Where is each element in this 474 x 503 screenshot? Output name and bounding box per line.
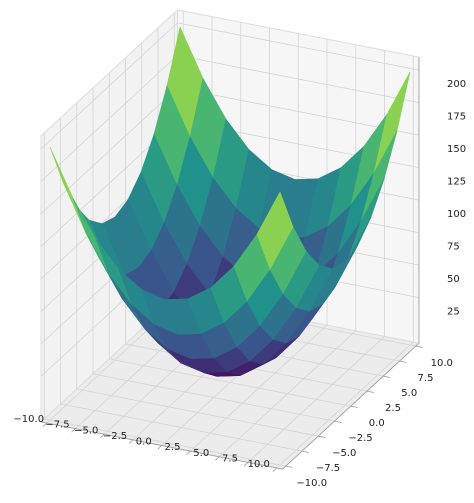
grid-line bbox=[177, 22, 420, 71]
tick-mark bbox=[186, 450, 191, 456]
z-tick-label: 100 bbox=[447, 209, 466, 220]
tick-mark bbox=[366, 390, 374, 393]
tick-mark bbox=[128, 439, 134, 444]
x-tick-label: −10.0 bbox=[13, 414, 44, 425]
y-tick-label: −5.0 bbox=[332, 448, 356, 459]
y-tick-label: −7.5 bbox=[316, 463, 340, 474]
tick-mark bbox=[415, 345, 423, 348]
z-tick-label: 200 bbox=[447, 79, 466, 90]
y-tick-label: −2.5 bbox=[348, 433, 372, 444]
surface-patch bbox=[256, 191, 294, 270]
x-tick-label: 7.5 bbox=[222, 453, 238, 464]
z-tick-label: 25 bbox=[447, 307, 460, 318]
z-tick-label: 175 bbox=[447, 112, 466, 123]
grid-line bbox=[40, 55, 178, 182]
tick-mark bbox=[318, 435, 326, 438]
grid-line bbox=[40, 87, 178, 215]
x-tick-label: 2.5 bbox=[165, 442, 181, 453]
tick-mark bbox=[350, 405, 358, 408]
tick-mark bbox=[285, 465, 293, 468]
y-tick-label: 0.0 bbox=[369, 418, 385, 429]
y-tick-label: 5.0 bbox=[401, 388, 417, 399]
z-tick-label: 75 bbox=[447, 242, 460, 253]
tick-mark bbox=[100, 433, 105, 439]
x-tick-label: 5.0 bbox=[193, 448, 209, 459]
grid-line bbox=[92, 373, 335, 422]
x-tick-label: 10.0 bbox=[248, 459, 270, 470]
tick-mark bbox=[243, 462, 249, 467]
grid-line bbox=[60, 403, 303, 452]
z-tick-label: 50 bbox=[447, 274, 460, 285]
grid-line bbox=[177, 54, 420, 104]
tick-mark bbox=[301, 450, 309, 453]
x-tick-label: −5.0 bbox=[74, 425, 98, 436]
y-tick-label: 7.5 bbox=[418, 373, 434, 384]
tick-mark bbox=[42, 422, 48, 427]
tick-mark bbox=[71, 428, 76, 433]
x-tick-label: −2.5 bbox=[103, 431, 127, 442]
tick-mark bbox=[272, 467, 278, 472]
grid-line bbox=[109, 358, 351, 407]
y-tick-label: 10.0 bbox=[431, 358, 453, 369]
grid-line bbox=[44, 418, 286, 467]
x-tick-label: −7.5 bbox=[45, 420, 69, 431]
tick-mark bbox=[383, 375, 391, 378]
tick-mark bbox=[157, 445, 163, 450]
tick-mark bbox=[215, 456, 220, 461]
z-tick-label: 150 bbox=[447, 144, 466, 155]
y-tick-label: 2.5 bbox=[385, 403, 401, 414]
tick-mark bbox=[334, 420, 342, 423]
x-tick-label: 0.0 bbox=[136, 437, 152, 448]
tick-mark bbox=[399, 360, 407, 363]
z-tick-label: 125 bbox=[447, 177, 466, 188]
grid-line bbox=[76, 388, 319, 437]
grid-line bbox=[40, 22, 178, 150]
y-tick-label: −10.0 bbox=[296, 478, 327, 489]
axis-edge bbox=[40, 342, 420, 470]
